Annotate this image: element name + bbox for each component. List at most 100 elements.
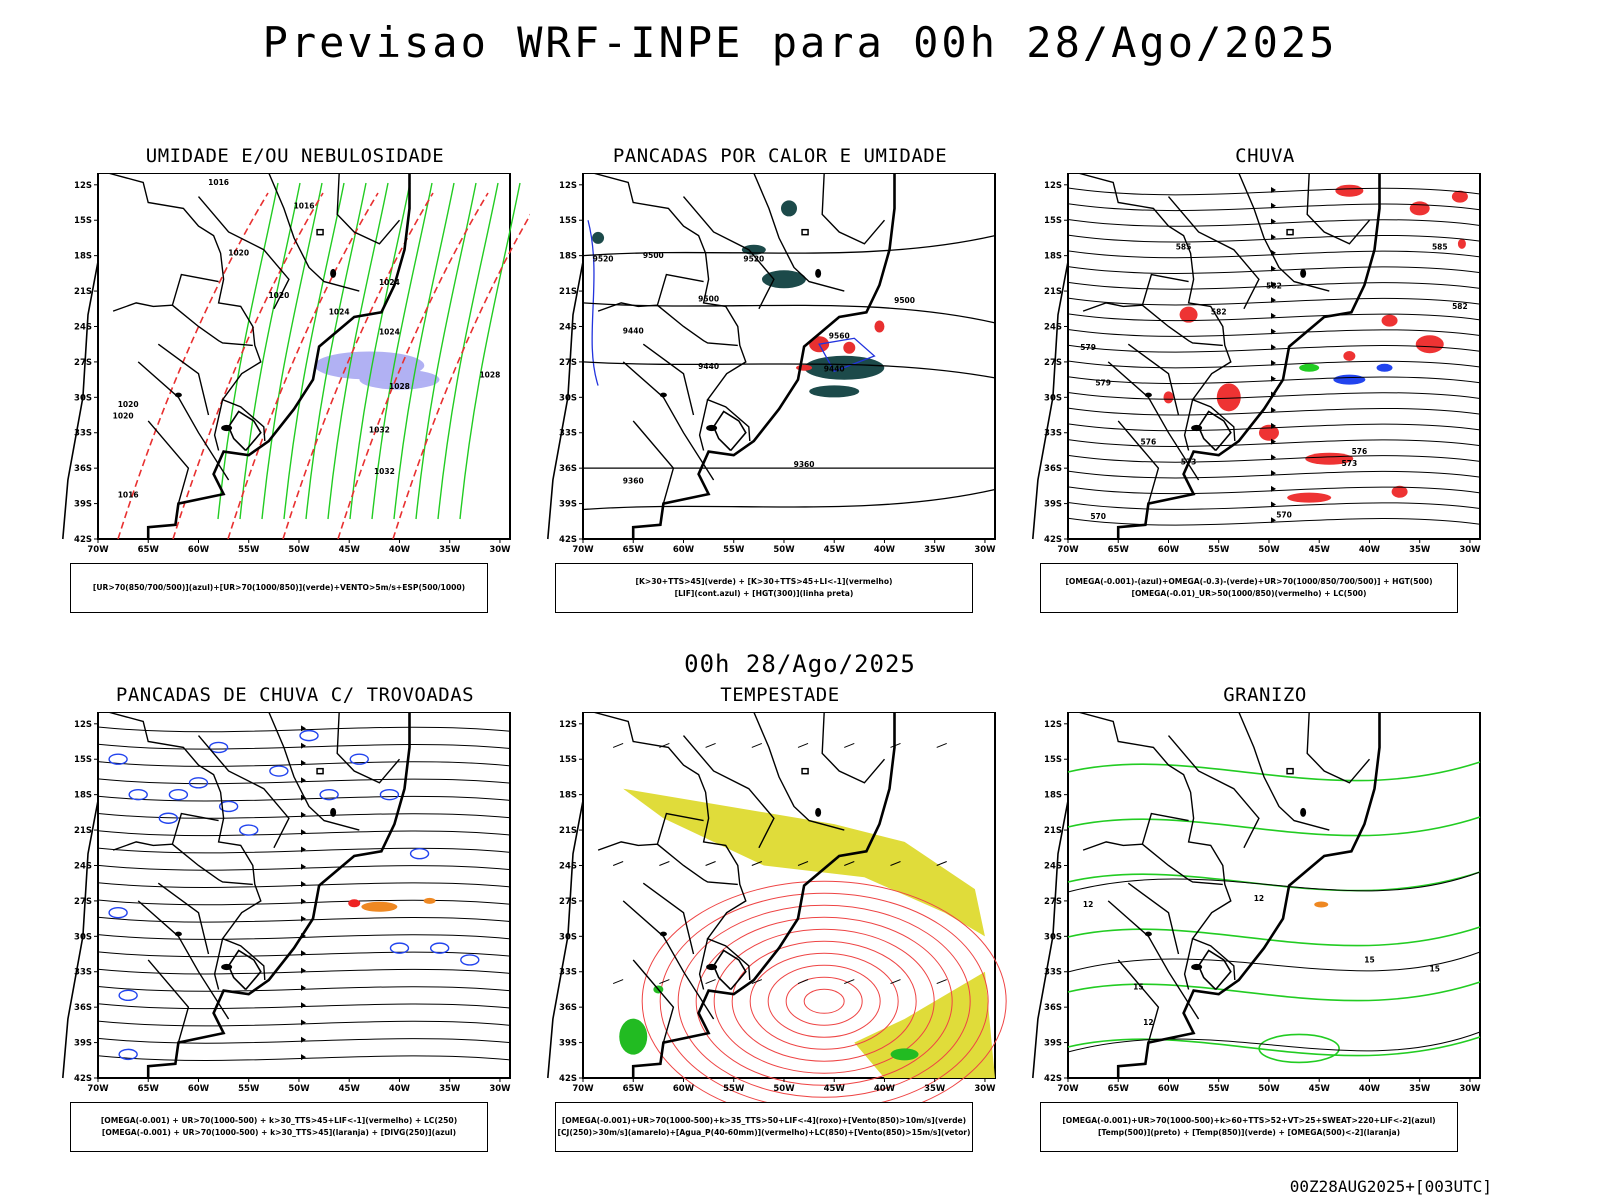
lat-label: 12S bbox=[1044, 181, 1062, 191]
lon-label: 45W bbox=[824, 1084, 846, 1094]
div-contour bbox=[208, 741, 229, 754]
map-frame bbox=[1067, 712, 1481, 1079]
lon-label: 40W bbox=[874, 1084, 896, 1094]
wind-vector bbox=[612, 742, 624, 748]
contour-label: 1032 bbox=[369, 426, 390, 435]
legend-line: [OMEGA(-0.001)+UR>70(1000-500)+k>35_TTS>… bbox=[561, 1116, 967, 1125]
humidity-map: 1016 1016 1020 1020 1024 1024 1028 1032 1032 1020… bbox=[62, 173, 530, 555]
humidity-low-levels bbox=[217, 182, 521, 520]
green-contour bbox=[1067, 926, 1481, 947]
footer-code: 00Z28AUG2025+[003UTC] bbox=[1289, 1177, 1492, 1196]
coastline bbox=[62, 800, 99, 1079]
capital-marker bbox=[801, 228, 809, 236]
border-line bbox=[1238, 712, 1330, 831]
green-contour bbox=[1067, 981, 1481, 1002]
streamline bbox=[97, 1055, 511, 1061]
arrow-head bbox=[301, 898, 306, 905]
lat-label: 33S bbox=[74, 429, 92, 439]
contour-label: 9440 bbox=[623, 327, 644, 336]
streamline bbox=[97, 813, 511, 819]
height-labels: 585 585 582 582 582 579 579 576 576 573 573 570 570 bbox=[1080, 243, 1467, 521]
border-line bbox=[157, 343, 210, 416]
arrow-head bbox=[301, 794, 306, 801]
lat-label: 24S bbox=[74, 861, 92, 871]
lat-label: 30S bbox=[74, 932, 92, 942]
lat-label: 24S bbox=[74, 322, 92, 332]
streamline bbox=[97, 761, 511, 767]
lat-label: 15S bbox=[1044, 755, 1062, 765]
lon-label: 45W bbox=[1309, 1084, 1331, 1094]
uruguay-outline bbox=[227, 949, 262, 991]
contour-label: 579 bbox=[1095, 379, 1111, 388]
border-line bbox=[1082, 841, 1143, 851]
div-contour bbox=[409, 847, 430, 860]
lon-label: 65W bbox=[1108, 1084, 1130, 1094]
arrow-head bbox=[301, 742, 306, 749]
wind-vector bbox=[936, 742, 947, 748]
jet-band bbox=[623, 788, 985, 937]
lat-label: 39S bbox=[559, 500, 577, 510]
legend-box: [UR>70(850/700/500)](azul)+[UR>70(1000/8… bbox=[70, 563, 488, 613]
lat-label: 24S bbox=[559, 322, 577, 332]
border-line bbox=[597, 302, 658, 312]
lon-label: 30W bbox=[489, 1084, 511, 1094]
shaded-area bbox=[761, 270, 806, 289]
border-line bbox=[1306, 712, 1371, 784]
lake-marker bbox=[706, 424, 718, 432]
border-line bbox=[112, 302, 173, 312]
thunder-red bbox=[348, 899, 361, 908]
border-line bbox=[1238, 173, 1330, 292]
border-line bbox=[592, 712, 751, 981]
streamline bbox=[1067, 439, 1481, 447]
arrow-head bbox=[301, 777, 306, 784]
map-boundaries bbox=[62, 712, 411, 1079]
arrow-head bbox=[301, 725, 306, 732]
arrow-head bbox=[301, 863, 306, 870]
border-line bbox=[147, 420, 190, 504]
div-contour bbox=[188, 777, 209, 789]
lat-label: 39S bbox=[1044, 500, 1062, 510]
border-line bbox=[1117, 959, 1160, 1043]
lon-label: 45W bbox=[339, 545, 361, 555]
wind-vector bbox=[705, 979, 716, 985]
border-line bbox=[1183, 938, 1194, 990]
div-contour bbox=[389, 942, 410, 954]
border-line bbox=[268, 173, 360, 292]
shaded-area bbox=[890, 1048, 919, 1061]
lon-label: 65W bbox=[138, 545, 160, 555]
coastline bbox=[1032, 261, 1069, 540]
lake-marker bbox=[330, 807, 337, 817]
border-line bbox=[632, 420, 675, 504]
div-contour bbox=[108, 753, 128, 765]
arrow-head bbox=[1271, 485, 1276, 492]
lon-label: 60W bbox=[1158, 1084, 1180, 1094]
border-line bbox=[656, 273, 738, 347]
lon-label: 60W bbox=[673, 1084, 695, 1094]
border-line bbox=[1127, 882, 1180, 955]
shaded-area bbox=[592, 231, 605, 244]
lon-label: 45W bbox=[824, 545, 846, 555]
wind-vector bbox=[659, 861, 670, 866]
legend-line: [OMEGA(-0.01)_UR>50(1000/850)(vermelho) … bbox=[1131, 589, 1367, 598]
lat-label: 21S bbox=[559, 287, 577, 297]
streamline bbox=[97, 864, 511, 871]
shaded-area bbox=[1314, 901, 1329, 908]
shaded-area bbox=[1258, 424, 1279, 441]
panel-granizo: GRANIZO 12 12 15 15 15 12 12S 15S 18S 21S 24S 27S 30… bbox=[1030, 684, 1500, 1174]
green-contour bbox=[327, 182, 389, 520]
arrow-head bbox=[301, 984, 306, 991]
div-contour bbox=[269, 765, 289, 777]
lif-contour bbox=[587, 220, 599, 386]
border-line bbox=[1167, 196, 1260, 310]
coastline bbox=[631, 712, 896, 1078]
legend-line: [OMEGA(-0.001)+UR>70(1000-500)+k>60+TTS>… bbox=[1062, 1116, 1436, 1125]
streamline bbox=[1067, 313, 1481, 322]
wind-vector bbox=[705, 742, 716, 748]
div-contour bbox=[128, 788, 148, 801]
contour-label: 573 bbox=[1342, 459, 1358, 468]
lon-label: 45W bbox=[1309, 545, 1331, 555]
border-line bbox=[1141, 812, 1223, 886]
streamline bbox=[1067, 470, 1481, 479]
